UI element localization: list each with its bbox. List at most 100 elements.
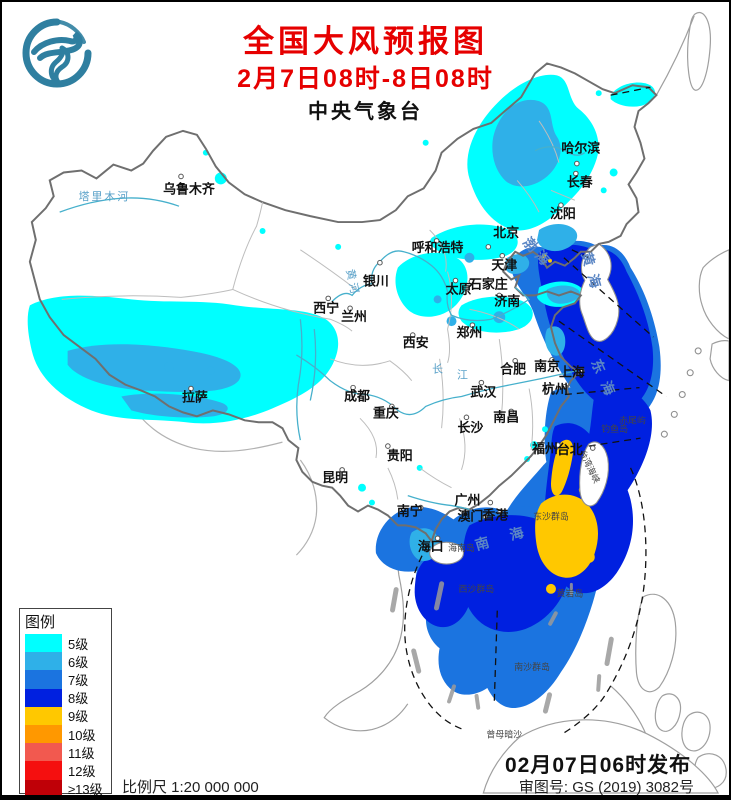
city-dot — [433, 238, 440, 244]
island-label: 南沙群岛 — [514, 661, 550, 672]
review-number: 审图号: GS (2019) 3082号 — [518, 779, 694, 796]
city-dot — [487, 499, 494, 506]
city-label: 昆明 — [322, 470, 348, 485]
city-dot — [178, 173, 184, 180]
cma-logo — [22, 18, 92, 88]
city-dot — [325, 295, 331, 302]
city-dot — [188, 385, 194, 392]
hainan-island — [429, 541, 465, 565]
legend-item: 5级 — [20, 634, 111, 653]
city-label: 沈阳 — [550, 206, 576, 221]
city-label: 呼和浩特 — [412, 240, 464, 255]
city-label: 杭州 — [542, 382, 568, 397]
legend-label: 12级 — [68, 763, 96, 779]
city-label: 海口 — [418, 539, 444, 554]
city-dot — [482, 513, 489, 520]
city-label: 合肥 — [500, 362, 526, 377]
city-label: 西安 — [403, 335, 429, 350]
city-dot — [409, 332, 416, 338]
rivers — [59, 146, 586, 511]
city-dot — [558, 202, 564, 208]
city-label: 南京 — [534, 359, 560, 374]
island-label: 钓鱼岛 — [601, 423, 628, 434]
city-label: 兰州 — [341, 309, 367, 324]
legend-swatch — [25, 652, 62, 671]
city-label: 天津 — [491, 258, 517, 273]
china-national-border — [28, 62, 658, 544]
legend-item: 6级 — [20, 652, 111, 671]
city-label: 北京 — [493, 225, 519, 240]
city-label: 武汉 — [470, 385, 496, 400]
legend-swatch — [25, 761, 62, 780]
city-dot — [579, 367, 585, 374]
city-dot — [469, 322, 476, 328]
city-dot — [549, 357, 555, 363]
island-label: 西沙群岛 — [459, 583, 495, 594]
issue-time: 02月07日06时发布 — [505, 754, 692, 777]
city-label: 太原 — [446, 281, 472, 296]
city-dot — [347, 305, 353, 312]
korea-outline — [579, 243, 620, 342]
city-label: 西宁 — [313, 300, 339, 315]
legend-label: 5级 — [68, 636, 89, 652]
city-dot — [512, 358, 518, 364]
legend-swatch — [25, 688, 62, 707]
legend-label: ≥13级 — [68, 782, 103, 798]
city-dot — [508, 408, 514, 415]
island-cutouts — [429, 243, 702, 565]
scale-text: 比例尺 1:20 000 000 — [122, 779, 259, 796]
city-label: 石家庄 — [468, 276, 508, 291]
city-dot — [573, 170, 579, 177]
city-dot — [385, 443, 391, 449]
legend-box: 图例 5级 6级 7级 8级 9级 10级 11级 12级 ≥13级 — [19, 608, 112, 795]
island-label: 赤尾屿 — [619, 415, 646, 425]
legend-item: 12级 — [20, 761, 111, 780]
city-dot — [478, 379, 485, 386]
city-dot — [555, 442, 561, 448]
legend-item: 9级 — [20, 706, 111, 725]
island-label: 曾母暗沙 — [486, 729, 522, 740]
city-dot — [485, 244, 492, 250]
city-dot — [497, 508, 504, 515]
city-label: 南宁 — [397, 503, 423, 518]
legend-label: 11级 — [68, 745, 95, 761]
legend-item: ≥13级 — [20, 779, 111, 798]
legend-label: 9级 — [68, 709, 89, 725]
legend-swatch — [25, 743, 62, 762]
city-label: 南昌 — [493, 409, 519, 424]
city-label: 澳门 — [458, 508, 484, 523]
city-label: 长沙 — [458, 420, 484, 435]
city-dot — [589, 445, 596, 451]
city-dot — [350, 384, 356, 391]
city-dot — [468, 278, 475, 285]
foreign-coastlines — [120, 11, 729, 794]
province-boundaries — [61, 120, 576, 500]
legend-swatch — [25, 706, 62, 725]
wind-layer-9 — [535, 253, 598, 594]
city-label: 银川 — [363, 274, 389, 289]
legend-item: 7级 — [20, 670, 111, 689]
city-dot — [574, 160, 580, 167]
legend-item: 8级 — [20, 688, 111, 707]
city-label: 成都 — [344, 389, 370, 404]
legend-swatch — [25, 724, 62, 744]
river-label: 塔里木河 — [79, 190, 131, 203]
island-label: 黄岩岛 — [556, 588, 583, 599]
city-dot — [339, 467, 345, 473]
city-label: 上海 — [559, 365, 585, 380]
city-label: 郑州 — [457, 325, 483, 340]
taiwan-island — [579, 441, 609, 507]
legend-label: 10级 — [68, 727, 96, 743]
city-label: 福州 — [531, 441, 558, 456]
city-label: 重庆 — [373, 405, 399, 420]
map-footer-line: 比例尺 1:20 000 000 审图号: GS (2019) 3082号 — [122, 776, 694, 796]
wind-layer-6 — [67, 99, 581, 562]
city-label: 台北 — [557, 442, 583, 457]
city-dot — [499, 252, 506, 259]
city-label: 长春 — [567, 174, 593, 189]
city-dot — [434, 535, 441, 542]
city-label: 贵阳 — [387, 448, 413, 463]
legend-swatch — [25, 670, 62, 689]
